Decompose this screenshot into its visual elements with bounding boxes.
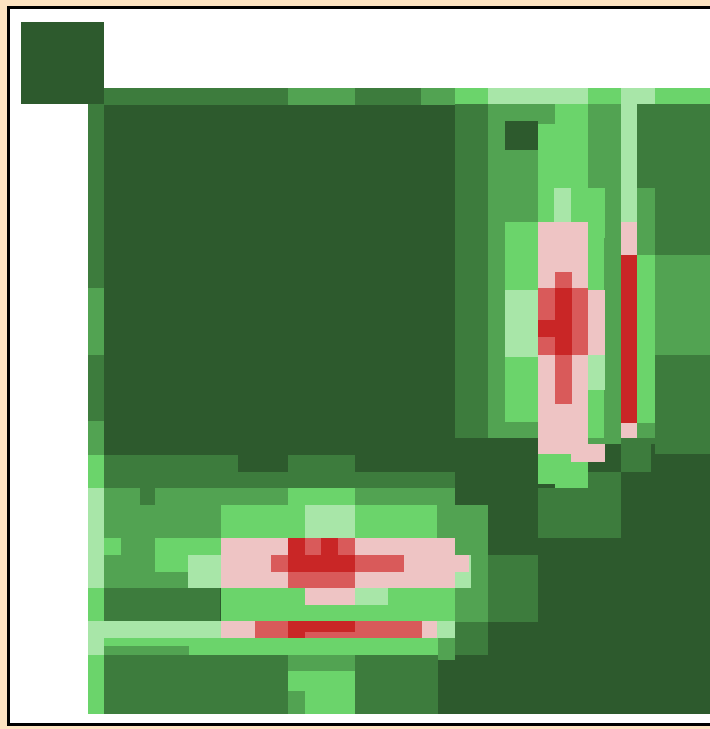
- heatmap-cell: [104, 646, 189, 655]
- heatmap-cell: [104, 588, 220, 621]
- heatmap-cell: [88, 488, 104, 588]
- heatmap-cell: [104, 655, 288, 714]
- heatmap-cell: [621, 438, 651, 472]
- heatmap-cell: [505, 290, 538, 357]
- heatmap-cell: [455, 438, 538, 505]
- heatmap-cell: [555, 255, 572, 273]
- heatmap-cell: [88, 288, 104, 355]
- heatmap-cell: [488, 290, 505, 420]
- heatmap-cell: [288, 488, 355, 505]
- heatmap-cell: [355, 655, 438, 714]
- heatmap-frame: [7, 6, 710, 726]
- heatmap-cell: [305, 505, 355, 538]
- heatmap-cell: [555, 104, 572, 189]
- heatmap-cell: [455, 88, 488, 105]
- heatmap-cell: [621, 88, 637, 105]
- heatmap-cell: [637, 88, 657, 105]
- heatmap-cell: [604, 238, 621, 438]
- heatmap-cell: [321, 538, 338, 555]
- heatmap-cell: [104, 538, 121, 555]
- heatmap-cell: [554, 188, 571, 223]
- heatmap-cell: [655, 88, 710, 105]
- heatmap-cell: [588, 472, 621, 489]
- heatmap-cell: [288, 88, 355, 105]
- heatmap-cell: [637, 255, 655, 423]
- heatmap-cell: [404, 555, 469, 572]
- heatmap-cell: [488, 88, 588, 105]
- heatmap-cell: [438, 660, 710, 714]
- heatmap-cell: [88, 421, 104, 455]
- right-edge-vertical-hotspot: [621, 255, 637, 423]
- heatmap-cell: [305, 588, 355, 605]
- heatmap-cell: [88, 455, 104, 488]
- heatmap-cell: [505, 121, 538, 151]
- heatmap-cell: [660, 290, 710, 340]
- heatmap-cell: [288, 691, 305, 714]
- heatmap-cell: [555, 288, 572, 355]
- heatmap-cell: [588, 355, 605, 390]
- heatmap-cell: [88, 655, 104, 714]
- heatmap-cell: [288, 555, 355, 572]
- heatmap-cell: [421, 88, 455, 105]
- heatmap-cell: [288, 538, 305, 555]
- heatmap-cell: [555, 222, 572, 252]
- heatmap-cell: [621, 222, 637, 255]
- heatmap-cell: [488, 555, 538, 622]
- heatmap-cell: [438, 638, 455, 655]
- heatmap-cell: [588, 88, 621, 105]
- heatmap-cell: [355, 555, 405, 572]
- heatmap-cell: [104, 638, 455, 655]
- heatmap-cell: [140, 488, 155, 505]
- heatmap-cell: [355, 455, 455, 472]
- heatmap-cell: [88, 621, 104, 655]
- heatmap-cell: [104, 572, 188, 588]
- heatmap-cell: [455, 622, 488, 655]
- heatmap-cell: [538, 104, 555, 124]
- heatmap-cell: [538, 488, 621, 538]
- heatmap-matrix: [21, 22, 710, 714]
- heatmap-cell: [238, 455, 288, 472]
- heatmap-cell: [538, 320, 555, 337]
- heatmap-cell: [355, 588, 388, 605]
- heatmap-cell: [621, 423, 637, 440]
- heatmap-cell: [88, 588, 104, 621]
